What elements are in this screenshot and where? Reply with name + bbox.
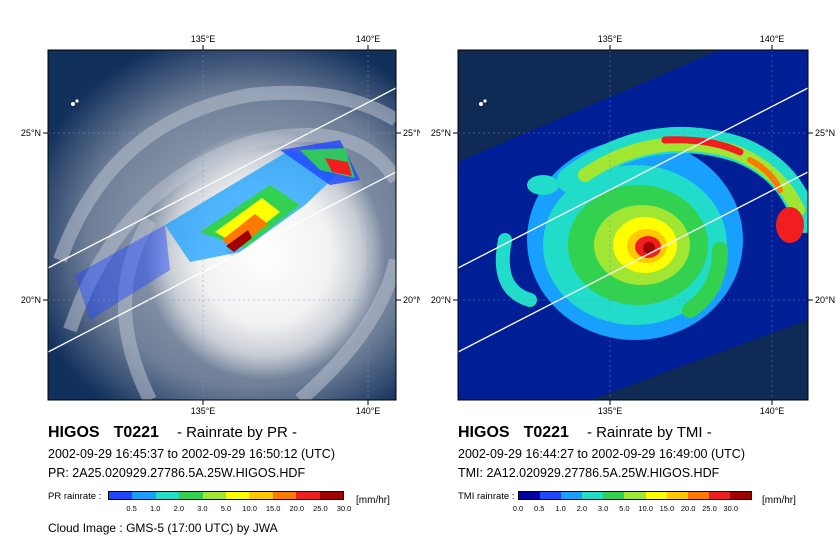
pr-colorbar-segment <box>319 492 344 499</box>
tmi-colorbar-tick: 5.0 <box>619 504 630 513</box>
land-islands <box>71 99 79 106</box>
pr-colorbar-segment <box>226 492 250 499</box>
lon-label-140-bottom: 140°E <box>356 406 381 416</box>
pr-colorbar-ticks: 0.5 1.0 2.0 3.0 5.0 10.0 15.0 20.0 25.0 30.0 <box>108 504 351 516</box>
tmi-colorbar-segment <box>666 492 688 499</box>
land-islands <box>479 99 487 106</box>
pr-title: HIGOS T0221 - Rainrate by PR - <box>48 424 297 442</box>
lon-label-140-bottom: 140°E <box>760 406 785 416</box>
product-name: - Rainrate by TMI - <box>586 424 712 441</box>
pr-colorbar-segment <box>296 492 320 499</box>
pr-colorbar-unit: [mm/hr] <box>356 495 390 506</box>
tmi-colorbar <box>518 491 752 500</box>
pr-colorbar-segment <box>155 492 180 499</box>
pr-colorbar-tick: 10.0 <box>242 504 257 513</box>
tmi-colorbar-ticks: 0.0 0.5 1.0 2.0 3.0 5.0 10.0 15.0 20.0 25.0 30.0 <box>513 504 752 516</box>
tmi-colorbar-tick: 20.0 <box>680 504 696 513</box>
pr-colorbar-tick: 2.0 <box>173 504 185 513</box>
map-frame <box>457 49 809 401</box>
tmi-panel: 135°E 140°E 135°E 140°E 25°N 20°N 25°N 2… <box>420 0 840 556</box>
map-ticks <box>43 45 401 405</box>
lon-label-135-top: 135°E <box>191 34 216 44</box>
tmi-colorbar-segment <box>582 492 604 499</box>
swath-edge-upper <box>48 87 396 269</box>
graticule <box>458 50 808 400</box>
tmi-colorbar-segment <box>729 492 752 499</box>
pr-file-name: PR: 2A25.020929.27786.5A.25W.HIGOS.HDF <box>48 466 306 480</box>
tmi-colorbar-segment <box>624 492 646 499</box>
storm-id: T0221 <box>113 424 159 441</box>
pr-rain-swath <box>75 140 360 320</box>
pr-colorbar <box>108 491 344 500</box>
lat-label-25-left: 25°N <box>431 128 451 138</box>
pr-colorbar-tick: 1.0 <box>149 504 161 513</box>
pr-colorbar-segment <box>179 492 203 499</box>
tmi-colorbar-tick: 1.0 <box>555 504 566 513</box>
pr-colorbar-tick: 3.0 <box>197 504 208 513</box>
tmi-colorbar-tick: 0.5 <box>534 504 545 513</box>
pr-colorbar-label: PR rainrate : <box>48 491 102 502</box>
lat-label-20-left: 20°N <box>21 295 41 305</box>
tmi-colorbar-segment <box>603 492 625 499</box>
lat-label-25-left: 25°N <box>21 128 41 138</box>
tmi-rainrate-map: 135°E 140°E 135°E 140°E 25°N 20°N 25°N 2… <box>431 34 835 416</box>
lat-label-25-right: 25°N <box>403 128 420 138</box>
swath-edge-lower <box>48 171 396 353</box>
swath-edge-upper <box>458 87 808 269</box>
tmi-colorbar-segment <box>540 492 562 499</box>
lon-label-135-bottom: 135°E <box>191 406 216 416</box>
tmi-colorbar-tick: 15.0 <box>659 504 675 513</box>
tmi-colorbar-label: TMI rainrate : <box>458 491 515 502</box>
cloud-image-label: Cloud Image : <box>48 521 123 535</box>
pr-colorbar-segment <box>109 492 133 499</box>
map-ticks <box>453 45 813 405</box>
lon-label-135-bottom: 135°E <box>598 406 623 416</box>
tmi-colorbar-segment <box>561 492 583 499</box>
pr-time-range: 2002-09-29 16:45:37 to 2002-09-29 16:50:… <box>48 447 335 461</box>
map-frame <box>47 49 397 401</box>
storm-name: HIGOS <box>458 424 510 441</box>
cloud-dense-overcast <box>145 130 385 380</box>
tmi-colorbar-tick: 10.0 <box>638 504 653 513</box>
tmi-colorbar-tick: 30.0 <box>723 504 739 513</box>
storm-name: HIGOS <box>48 424 100 441</box>
tmi-file-name: TMI: 2A12.020929.27786.5A.25W.HIGOS.HDF <box>458 466 720 480</box>
tmi-colorbar-tick: 2.0 <box>576 504 588 513</box>
lon-label-135-top: 135°E <box>598 34 623 44</box>
cloud-image-source: GMS-5 (17:00 UTC) by JWA <box>126 521 278 535</box>
tmi-colorbar-segment <box>687 492 709 499</box>
pr-colorbar-segment <box>202 492 227 499</box>
tmi-colorbar-tick: 0.0 <box>512 504 524 513</box>
pr-colorbar-segment <box>272 492 297 499</box>
tmi-title: HIGOS T0221 - Rainrate by TMI - <box>458 424 712 442</box>
pr-colorbar-segment <box>132 492 156 499</box>
tmi-colorbar-unit: [mm/hr] <box>762 495 796 506</box>
product-name: - Rainrate by PR - <box>176 424 297 441</box>
storm-id: T0221 <box>523 424 569 441</box>
pr-colorbar-segment <box>249 492 273 499</box>
lat-label-25-right: 25°N <box>815 128 835 138</box>
graticule <box>48 50 396 400</box>
pr-colorbar-tick: 0.5 <box>126 504 137 513</box>
tmi-colorbar-tick: 25.0 <box>702 504 717 513</box>
pr-colorbar-tick: 20.0 <box>289 504 305 513</box>
lat-label-20-right: 20°N <box>815 295 835 305</box>
cloud-image-credit: Cloud Image : GMS-5 (17:00 UTC) by JWA <box>48 521 278 535</box>
tmi-colorbar-segment <box>519 492 541 499</box>
tmi-colorbar-tick: 3.0 <box>597 504 609 513</box>
pr-colorbar-tick: 15.0 <box>265 504 281 513</box>
pr-rainrate-map: 135°E 140°E 135°E 140°E 25°N 20°N 25°N 2… <box>21 34 420 416</box>
pr-colorbar-tick: 30.0 <box>336 504 352 513</box>
tmi-time-range: 2002-09-29 16:44:27 to 2002-09-29 16:49:… <box>458 447 745 461</box>
tmi-colorbar-segment <box>645 492 667 499</box>
lat-label-20-right: 20°N <box>403 295 420 305</box>
pr-colorbar-tick: 5.0 <box>220 504 232 513</box>
tmi-colorbar-segment <box>708 492 730 499</box>
pr-colorbar-tick: 25.0 <box>313 504 328 513</box>
lon-label-140-top: 140°E <box>760 34 785 44</box>
pr-panel: 135°E 140°E 135°E 140°E 25°N 20°N 25°N 2… <box>21 34 420 535</box>
lon-label-140-top: 140°E <box>356 34 381 44</box>
lat-label-20-left: 20°N <box>431 295 451 305</box>
swath-edge-lower <box>458 171 808 353</box>
